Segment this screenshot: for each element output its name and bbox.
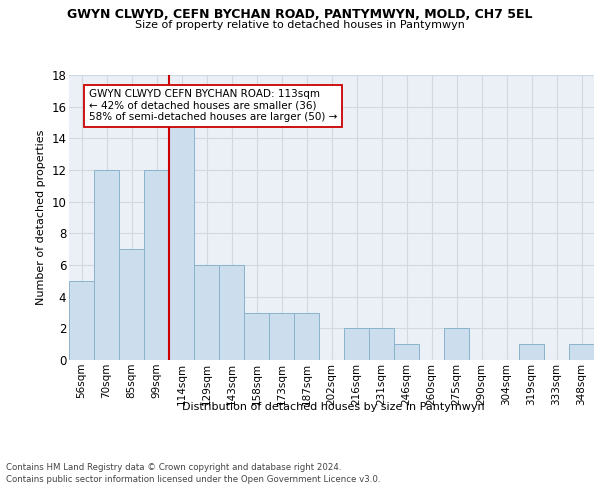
Bar (169, 122, 194, 360)
Bar (569, 344, 594, 360)
Bar (69, 281, 94, 360)
Bar (194, 265, 219, 360)
Bar (294, 312, 319, 360)
Bar (519, 344, 544, 360)
Text: GWYN CLWYD CEFN BYCHAN ROAD: 113sqm
← 42% of detached houses are smaller (36)
58: GWYN CLWYD CEFN BYCHAN ROAD: 113sqm ← 42… (89, 89, 337, 122)
Text: Size of property relative to detached houses in Pantymwyn: Size of property relative to detached ho… (135, 20, 465, 30)
Text: Contains HM Land Registry data © Crown copyright and database right 2024.: Contains HM Land Registry data © Crown c… (6, 462, 341, 471)
Bar (269, 312, 294, 360)
Bar (369, 328, 394, 360)
Bar (394, 344, 419, 360)
Text: Distribution of detached houses by size in Pantymwyn: Distribution of detached houses by size … (182, 402, 484, 412)
Bar (119, 249, 144, 360)
Text: GWYN CLWYD, CEFN BYCHAN ROAD, PANTYMWYN, MOLD, CH7 5EL: GWYN CLWYD, CEFN BYCHAN ROAD, PANTYMWYN,… (67, 8, 533, 20)
Bar (219, 265, 244, 360)
Bar (344, 328, 369, 360)
Y-axis label: Number of detached properties: Number of detached properties (35, 130, 46, 305)
Bar (444, 328, 469, 360)
Text: Contains public sector information licensed under the Open Government Licence v3: Contains public sector information licen… (6, 475, 380, 484)
Bar (244, 312, 269, 360)
Bar (144, 170, 169, 360)
Bar (94, 170, 119, 360)
